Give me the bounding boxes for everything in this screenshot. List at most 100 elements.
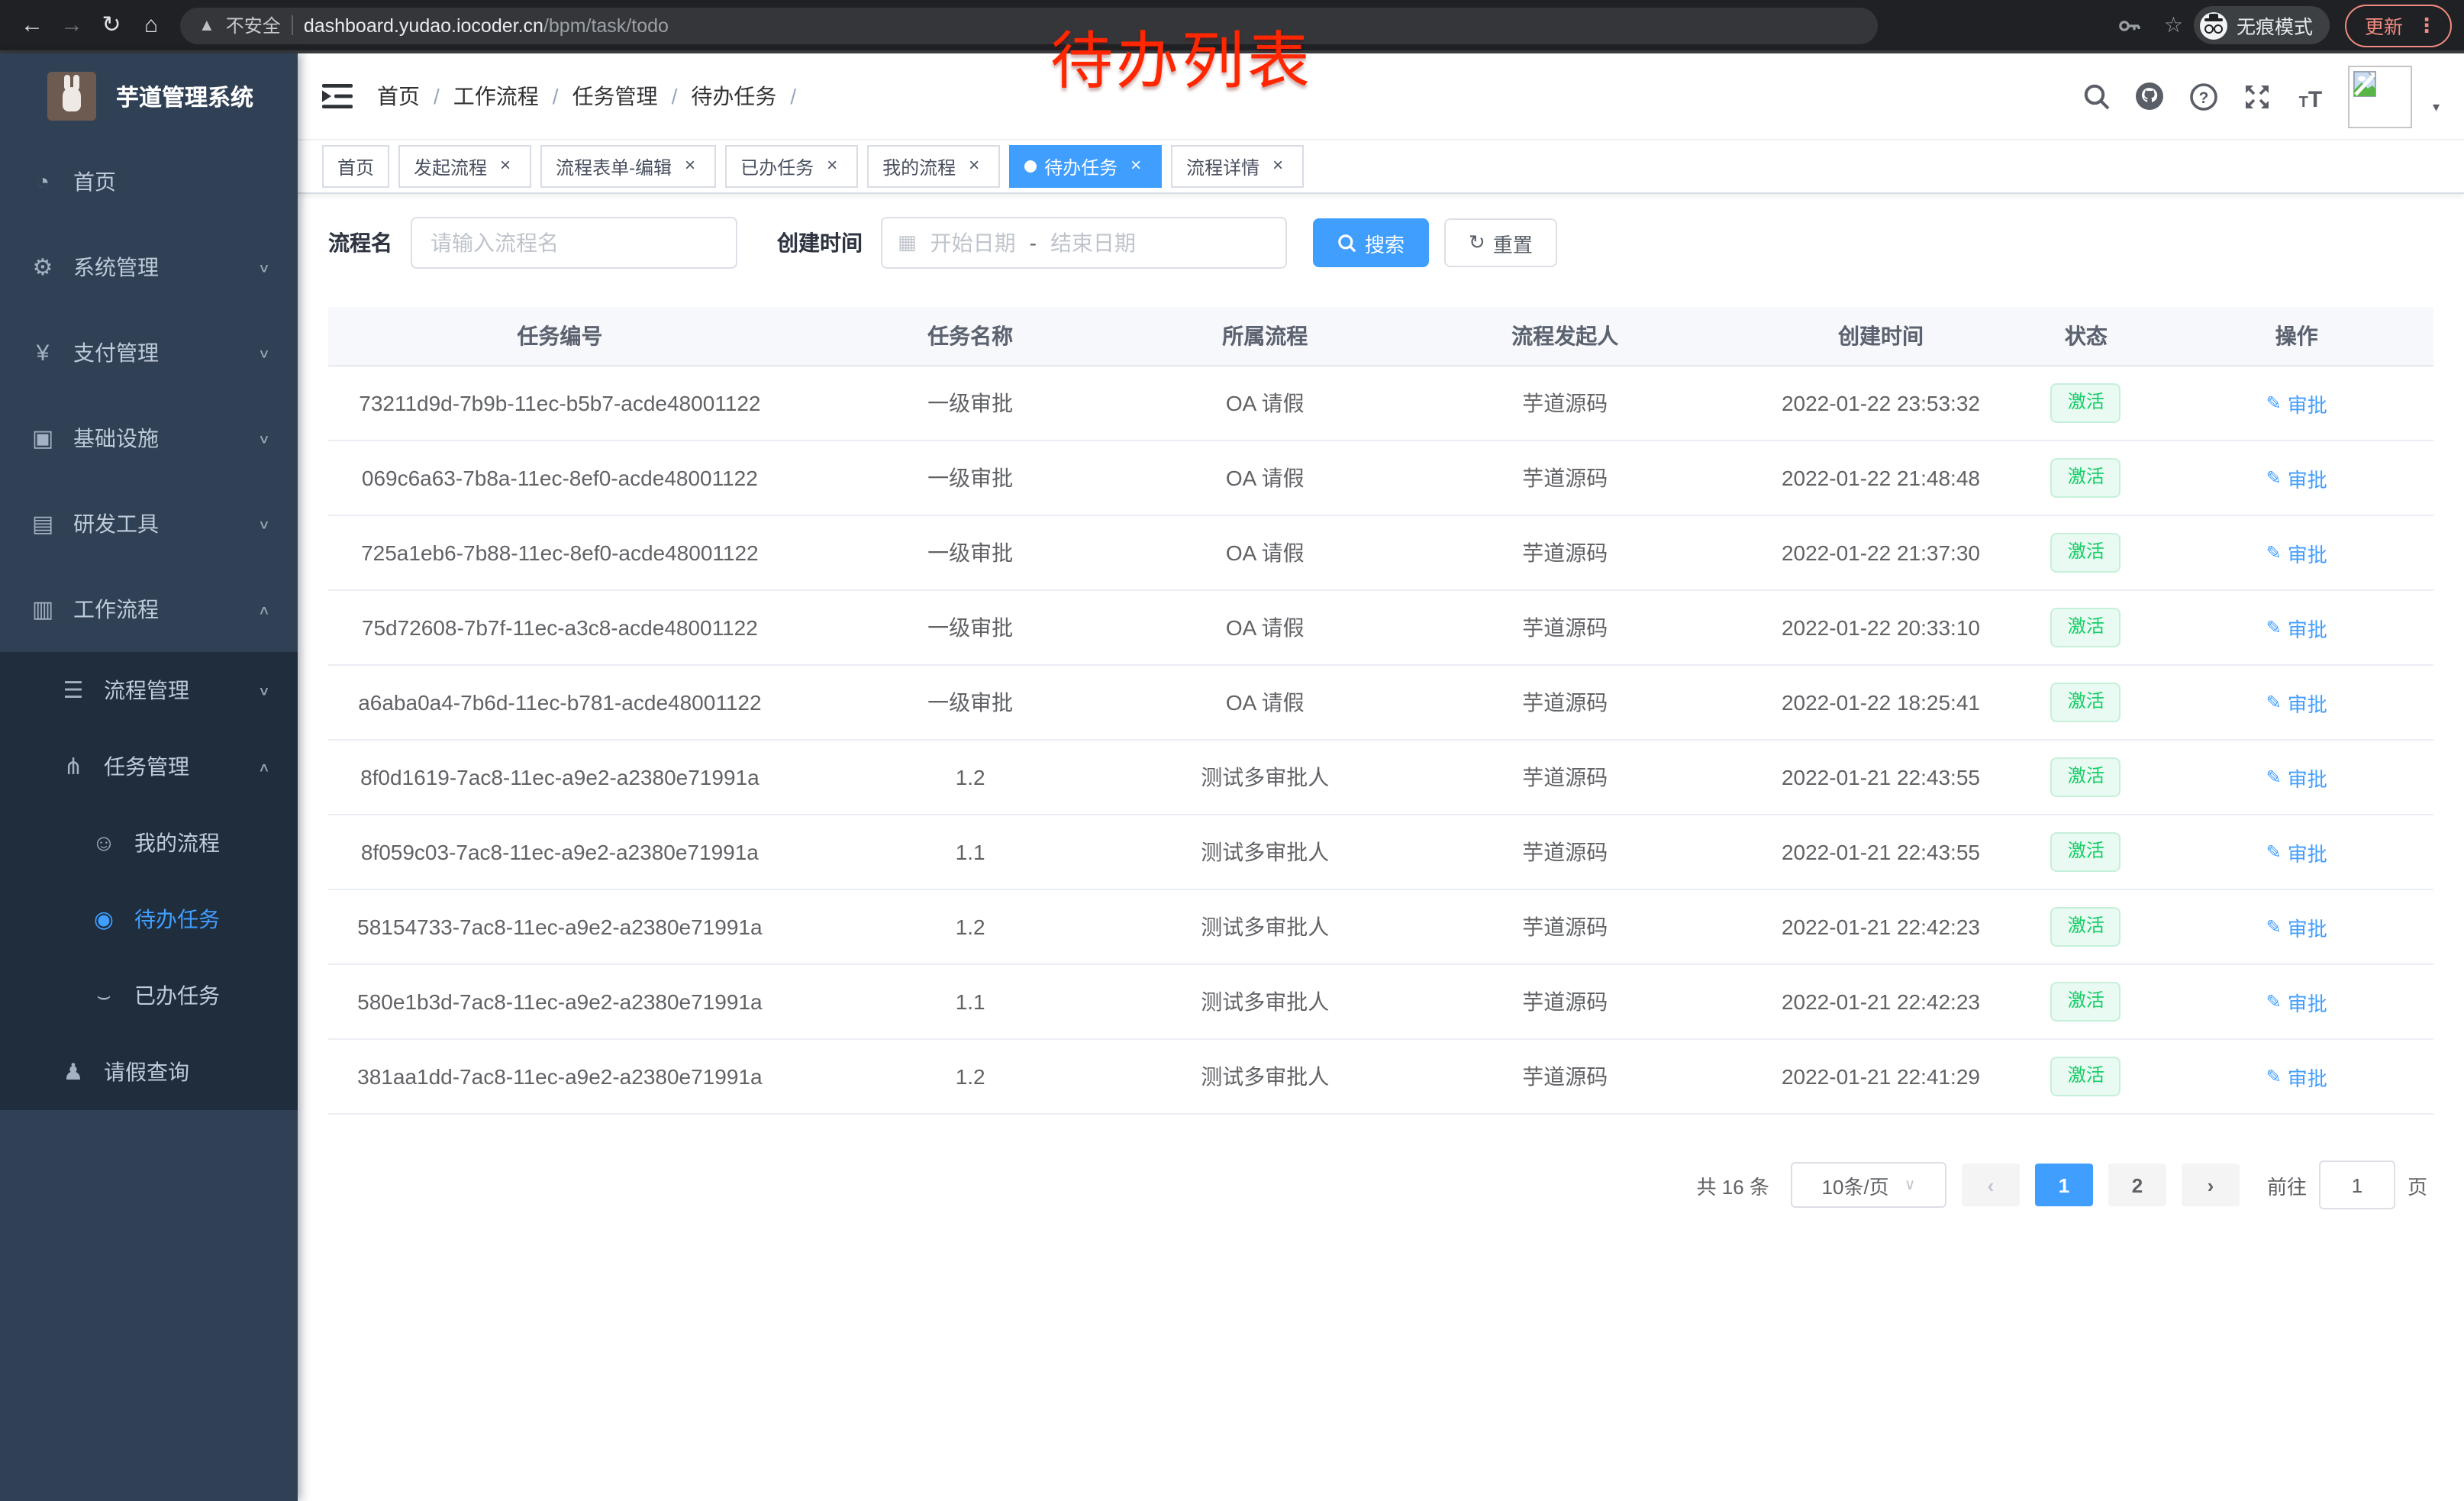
goto-page-input[interactable]	[2318, 1160, 2395, 1209]
create-time-cell: 2022-01-21 22:43:55	[1749, 740, 2013, 815]
help-icon[interactable]: ?	[2188, 81, 2219, 111]
initiator-cell: 芋道源码	[1380, 815, 1750, 890]
column-header: 所属流程	[1149, 307, 1381, 366]
tag-view[interactable]: 我的流程 ×	[867, 145, 1001, 188]
task-id-cell: 069c6a63-7b8a-11ec-8ef0-acde48001122	[328, 441, 792, 516]
tag-view[interactable]: 待办任务 ×	[1009, 145, 1163, 188]
yen-icon: ¥	[36, 340, 50, 366]
avatar[interactable]	[2348, 65, 2413, 128]
home-icon[interactable]: ⌂	[144, 12, 159, 38]
sidebar-logo-row[interactable]: 芋道管理系统	[0, 53, 298, 139]
status-cell: 激活	[2012, 366, 2160, 441]
close-icon[interactable]: ×	[500, 154, 511, 176]
sidebar-menu-item[interactable]: ⌣ 已办任务	[0, 957, 298, 1034]
tag-view[interactable]: 发起流程 ×	[398, 145, 532, 188]
password-key-icon[interactable]	[2118, 13, 2143, 37]
column-header: 状态	[2012, 307, 2160, 366]
status-cell: 激活	[2012, 815, 2160, 890]
next-page-button[interactable]: ›	[2181, 1164, 2240, 1206]
approve-link[interactable]: ✎ 审批	[2266, 841, 2327, 865]
sidebar-menu-item[interactable]: ⚙ 系统管理 ∨	[0, 224, 298, 310]
approve-link[interactable]: ✎ 审批	[2266, 916, 2327, 940]
approve-link[interactable]: ✎ 审批	[2266, 692, 2327, 715]
chevron-down-icon: ∨	[257, 346, 270, 360]
close-icon[interactable]: ×	[969, 154, 980, 176]
sidebar-menu-item[interactable]: ▥ 工作流程 ∧	[0, 567, 298, 652]
menu-item-label: 已办任务	[134, 983, 220, 1008]
toolbox-icon: ▤	[31, 512, 54, 537]
task-name-cell: 1.1	[791, 964, 1150, 1040]
sidebar-menu-item[interactable]: ¥ 支付管理 ∨	[0, 310, 298, 395]
eye-icon: ◉	[93, 907, 114, 933]
sidebar-menu-item[interactable]: ▤ 研发工具 ∨	[0, 481, 298, 567]
fullscreen-icon[interactable]	[2242, 81, 2272, 111]
user-icon: ♟	[63, 1060, 84, 1086]
tag-view[interactable]: 流程表单-编辑 ×	[540, 145, 717, 188]
bookmark-star-icon[interactable]: ☆	[2163, 12, 2183, 37]
breadcrumb-item[interactable]: 工作流程 /	[453, 84, 559, 108]
status-cell: 激活	[2012, 441, 2160, 516]
chrome-update-button[interactable]: 更新 ⋮	[2344, 4, 2452, 47]
tag-view[interactable]: 已办任务 ×	[725, 145, 859, 188]
initiator-cell: 芋道源码	[1380, 590, 1750, 666]
forward-icon[interactable]: →	[60, 12, 83, 38]
breadcrumb-item[interactable]: 任务管理 /	[572, 84, 678, 108]
github-icon[interactable]	[2135, 81, 2166, 111]
approve-link[interactable]: ✎ 审批	[2266, 767, 2327, 790]
sidebar-menu-item[interactable]: ◔ 首页	[0, 139, 298, 224]
list-icon: ☰	[63, 678, 84, 704]
status-cell: 激活	[2012, 590, 2160, 666]
sidebar-menu-item[interactable]: ♟ 请假查询	[0, 1034, 298, 1110]
initiator-cell: 芋道源码	[1380, 964, 1750, 1040]
gear-icon: ⚙	[32, 255, 53, 281]
approve-link[interactable]: ✎ 审批	[2266, 1066, 2327, 1089]
app-title: 芋道管理系统	[116, 85, 254, 111]
sidebar-menu-item[interactable]: ☰ 流程管理 ∨	[0, 652, 298, 728]
page-number-button[interactable]: 2	[2108, 1164, 2166, 1206]
flow-cell: 测试多审批人	[1149, 740, 1381, 815]
sidebar-menu-item[interactable]: ⋔ 任务管理 ∧	[0, 728, 298, 805]
tag-view[interactable]: 流程详情 ×	[1171, 145, 1305, 188]
close-icon[interactable]: ×	[685, 154, 696, 176]
approve-link[interactable]: ✎ 审批	[2266, 467, 2327, 491]
page-number-button[interactable]: 1	[2034, 1164, 2093, 1206]
edit-icon: ✎	[2266, 617, 2282, 638]
address-bar[interactable]: ▲ 不安全 dashboard.yudao.iocoder.cn/bpm/tas…	[180, 7, 1878, 44]
menu-item-label: 系统管理	[73, 255, 159, 279]
close-icon[interactable]: ×	[1272, 154, 1284, 176]
page-size-select[interactable]: 10条/页 ∨	[1790, 1162, 1946, 1208]
approve-link[interactable]: ✎ 审批	[2266, 991, 2327, 1015]
breadcrumb-item[interactable]: 首页 /	[377, 84, 440, 108]
sidebar-menu-item[interactable]: ◉ 待办任务	[0, 881, 298, 957]
sidebar-toggle-icon[interactable]	[322, 82, 353, 110]
sidebar-menu-item[interactable]: ☺ 我的流程	[0, 805, 298, 881]
breadcrumb-item[interactable]: 待办任务 /	[691, 84, 797, 108]
process-name-input[interactable]	[411, 217, 737, 269]
close-icon[interactable]: ×	[1130, 154, 1142, 176]
approve-link[interactable]: ✎ 审批	[2266, 392, 2327, 416]
approve-link[interactable]: ✎ 审批	[2266, 617, 2327, 641]
date-range-picker[interactable]: ▦ 开始日期 - 结束日期	[881, 217, 1287, 269]
avatar-caret-icon[interactable]: ▾	[2432, 98, 2440, 114]
approve-link[interactable]: ✎ 审批	[2266, 542, 2327, 566]
close-icon[interactable]: ×	[827, 154, 838, 176]
task-name-cell: 1.2	[791, 740, 1150, 815]
kebab-menu-icon[interactable]: ⋮	[2417, 13, 2437, 36]
status-badge: 激活	[2050, 608, 2121, 647]
action-cell: ✎ 审批	[2159, 740, 2433, 815]
back-icon[interactable]: ←	[21, 12, 44, 38]
search-icon[interactable]	[2082, 81, 2112, 111]
tag-view[interactable]: 首页 ×	[322, 145, 390, 188]
menu-item-label: 研发工具	[73, 512, 159, 536]
search-button[interactable]: 搜索	[1313, 218, 1430, 267]
reload-icon[interactable]: ↻	[102, 12, 121, 38]
prev-page-button[interactable]: ‹	[1961, 1164, 2020, 1206]
table-row: a6aba0a4-7b6d-11ec-b781-acde48001122 一级审…	[328, 665, 2433, 741]
flow-cell: OA 请假	[1149, 515, 1381, 591]
sidebar-menu-item[interactable]: ▣ 基础设施 ∨	[0, 395, 298, 481]
initiator-cell: 芋道源码	[1380, 740, 1750, 815]
reset-button[interactable]: ↻ 重置	[1444, 218, 1557, 267]
action-cell: ✎ 审批	[2159, 590, 2433, 666]
